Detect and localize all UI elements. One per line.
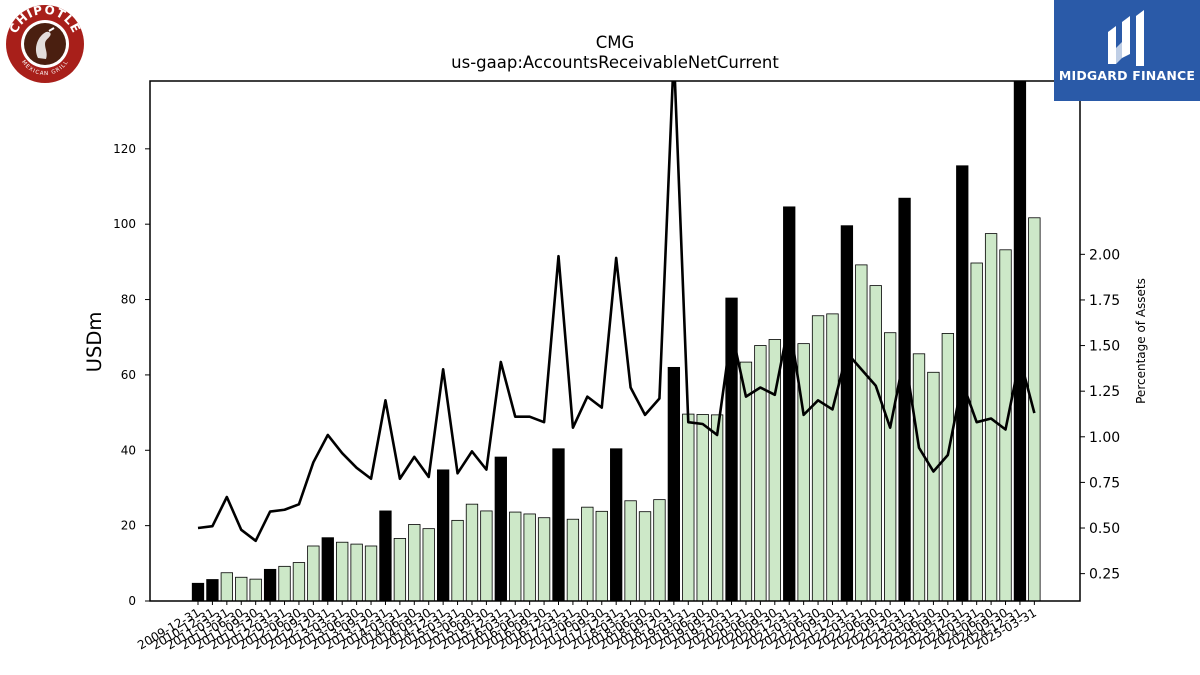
bar [653,499,666,601]
bar [884,332,897,601]
y-tick-label: 100 [113,217,136,231]
y2-tick-label: 1.25 [1089,384,1120,400]
bar [696,414,709,601]
bar [595,510,608,601]
bar [1013,81,1027,601]
bar [321,537,334,601]
bar [941,333,954,601]
bar [783,206,796,601]
y2-tick-label: 1.50 [1089,339,1120,355]
chipotle-logo: CHIPOTLE MEXICAN GRILL [5,3,85,84]
bar [379,510,392,601]
plot-frame [149,80,1081,602]
chart-title: CMG [596,33,635,52]
bar [581,506,594,601]
pct-assets-line [197,81,1036,543]
bar [451,519,464,601]
bar [537,517,551,601]
bar [393,538,407,601]
midgard-logo-icon [1108,10,1144,66]
y2-tick-label: 0.75 [1089,475,1120,491]
y2-axis-label: Percentage of Assets [1134,278,1148,404]
bar [927,371,940,601]
bar-group [191,81,1041,601]
line-group [197,81,1036,543]
bar [422,528,435,601]
y-tick-label: 80 [121,293,136,307]
bar [364,545,378,601]
bar [307,545,320,601]
y-tick-label: 40 [121,443,136,457]
y-tick-label: 20 [121,519,136,533]
bar [610,448,623,601]
bar [220,572,233,601]
bar [408,524,421,601]
bar [566,518,580,601]
bar [480,510,493,601]
bar [350,543,363,601]
bar [739,361,753,601]
bar [768,339,781,601]
bar [855,264,868,601]
bar [206,579,219,601]
bar [710,414,724,601]
bar [436,469,450,601]
bar [552,448,565,601]
y-tick-label: 60 [121,368,136,382]
bar [869,285,882,601]
bar [912,353,926,601]
bar [682,413,695,601]
y-axis-label: USDm [83,312,106,373]
bar [797,343,810,601]
bar [811,315,825,601]
bar [263,568,277,601]
bar [826,313,839,601]
chipotle-logo-icon: CHIPOTLE MEXICAN GRILL [6,3,84,83]
bar [191,582,205,601]
chart-subtitle: us-gaap:AccountsReceivableNetCurrent [451,53,779,72]
y2-tick-label: 0.50 [1089,521,1120,537]
bar [523,513,536,601]
bar [667,366,681,601]
y2-tick-label: 0.25 [1089,567,1120,583]
axes: 0 20 40 60 80 100 120 0.25 0.50 0.75 1.00 1.25 1.50 1… [113,80,1120,652]
y2-tick-label: 2.00 [1089,247,1120,263]
bar [292,562,306,601]
y2-tick-label: 1.75 [1089,293,1120,309]
y2-tick-label: 1.00 [1089,430,1120,446]
midgard-logo-text: MIDGARD FINANCE [1058,68,1196,83]
bar [494,456,507,601]
bar [465,503,479,601]
bar [970,262,983,601]
bar [235,576,248,601]
bar [725,297,738,601]
bar [336,541,349,601]
bar [624,500,637,601]
midgard-finance-logo: MIDGARD FINANCE [1054,0,1200,101]
bar [278,565,291,601]
bar [509,511,522,601]
bar [898,197,911,601]
bar [249,578,262,601]
bar [754,345,767,601]
bar [840,225,854,601]
bar [638,511,652,601]
y-tick-label: 0 [128,594,136,608]
y-tick-label: 120 [113,142,136,156]
